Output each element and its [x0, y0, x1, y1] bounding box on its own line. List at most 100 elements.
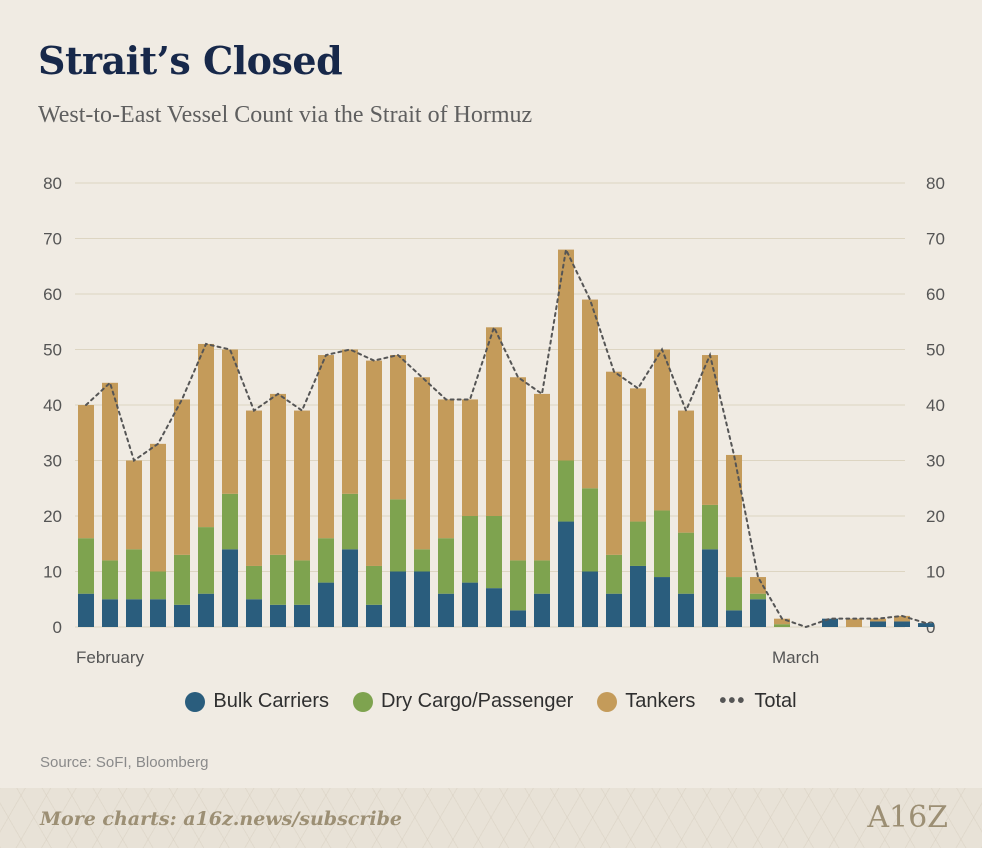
bar-dry-cargo: [534, 560, 550, 594]
y-tick-label-left: 80: [43, 174, 62, 193]
bar-dry-cargo: [174, 554, 190, 605]
bar-bulk-carriers: [222, 549, 238, 627]
chart-legend: Bulk Carriers Dry Cargo/Passenger Tanker…: [0, 690, 982, 713]
bar-bulk-carriers: [750, 599, 766, 627]
bar-bulk-carriers: [678, 593, 694, 627]
bar-dry-cargo: [702, 504, 718, 550]
bar-bulk-carriers: [894, 621, 910, 627]
legend-item-bulk-carriers: Bulk Carriers: [185, 690, 329, 713]
bar-tankers: [102, 382, 118, 561]
bar-dry-cargo: [270, 554, 286, 605]
bar-bulk-carriers: [462, 582, 478, 627]
bar-dry-cargo: [342, 493, 358, 550]
legend-item-total: ••• Total: [719, 690, 796, 713]
bar-tankers: [246, 410, 262, 566]
bar-bulk-carriers: [102, 599, 118, 627]
bar-bulk-carriers: [486, 588, 502, 627]
bar-dry-cargo: [318, 538, 334, 583]
footer-banner: More charts: a16z.news/subscribe A16Z: [0, 788, 982, 848]
y-tick-label-left: 20: [43, 507, 62, 526]
y-tick-label-right: 70: [926, 230, 945, 249]
y-tick-label-right: 20: [926, 507, 945, 526]
bar-tankers: [558, 249, 574, 461]
x-tick-label: March: [772, 648, 819, 667]
bar-dry-cargo: [126, 549, 142, 600]
bar-tankers: [606, 371, 622, 555]
bar-bulk-carriers: [390, 571, 406, 627]
bar-bulk-carriers: [318, 582, 334, 627]
bar-tankers: [870, 618, 886, 622]
bar-bulk-carriers: [630, 565, 646, 627]
bar-dry-cargo: [750, 593, 766, 600]
y-tick-label-left: 0: [53, 618, 62, 637]
bulk-carriers-swatch: [185, 691, 206, 712]
bar-dry-cargo: [414, 549, 430, 572]
bar-bulk-carriers: [294, 604, 310, 627]
logo-text: A16Z: [867, 800, 948, 835]
total-line: [85, 246, 927, 629]
y-tick-label-left: 70: [43, 230, 62, 249]
bar-bulk-carriers: [438, 593, 454, 627]
bar-tankers: [486, 327, 502, 516]
bar-tankers: [774, 618, 790, 625]
bar-bulk-carriers: [174, 604, 190, 627]
bar-tankers: [390, 355, 406, 500]
y-tick-label-left: 50: [43, 341, 62, 360]
bar-tankers: [78, 405, 94, 539]
bar-tankers: [270, 393, 286, 555]
bar-bulk-carriers: [414, 571, 430, 627]
bar-dry-cargo: [438, 538, 454, 594]
bar-bulk-carriers: [150, 599, 166, 627]
bar-bulk-carriers: [510, 610, 526, 627]
bar-tankers: [222, 349, 238, 494]
bar-tankers: [534, 393, 550, 561]
bar-dry-cargo: [390, 499, 406, 572]
bar-dry-cargo: [582, 488, 598, 572]
bar-tankers: [510, 377, 526, 561]
bar-bulk-carriers: [198, 593, 214, 627]
x-tick-label: February: [76, 648, 145, 667]
bar-dry-cargo: [198, 527, 214, 594]
bar-bulk-carriers: [726, 610, 742, 627]
bar-tankers: [726, 454, 742, 578]
bar-tankers: [294, 410, 310, 561]
bar-bulk-carriers: [654, 577, 670, 627]
bar-dry-cargo: [774, 624, 790, 627]
bar-bulk-carriers: [534, 593, 550, 627]
bar-dry-cargo: [366, 565, 382, 605]
y-tick-label-right: 60: [926, 285, 945, 304]
bar-dry-cargo: [630, 521, 646, 566]
bar-dry-cargo: [606, 554, 622, 594]
bar-tankers: [630, 388, 646, 522]
chart-title: Strait’s Closed: [38, 38, 343, 83]
bar-tankers: [894, 615, 910, 622]
bar-bulk-carriers: [246, 599, 262, 627]
bar-bulk-carriers: [126, 599, 142, 627]
bar-dry-cargo: [150, 571, 166, 600]
a16z-logo: A16Z: [867, 800, 948, 835]
y-tick-label-right: 0: [926, 618, 935, 637]
bar-dry-cargo: [246, 565, 262, 600]
y-tick-label-right: 10: [926, 563, 945, 582]
bar-tankers: [342, 349, 358, 494]
bar-dry-cargo: [678, 532, 694, 594]
y-tick-label-right: 80: [926, 174, 945, 193]
bar-bulk-carriers: [342, 549, 358, 627]
y-tick-label-right: 30: [926, 452, 945, 471]
bar-tankers: [462, 399, 478, 516]
legend-label-tankers: Tankers: [625, 690, 696, 712]
bar-bulk-carriers: [270, 604, 286, 627]
bar-tankers: [654, 349, 670, 511]
subscribe-link[interactable]: More charts: a16z.news/subscribe: [40, 808, 402, 830]
source-note: Source: SoFI, Bloomberg: [40, 754, 209, 771]
bar-dry-cargo: [558, 460, 574, 522]
bar-dry-cargo: [510, 560, 526, 611]
bar-bulk-carriers: [822, 618, 838, 627]
bar-bulk-carriers: [606, 593, 622, 627]
bar-dry-cargo: [462, 516, 478, 583]
vessel-count-chart: 0 0 10 10 20 20 30 30 40 40 50 50 60 60 70 70 80 80 Februa…: [43, 174, 945, 667]
y-tick-label-right: 40: [926, 396, 945, 415]
bar-tankers: [702, 355, 718, 505]
bar-bulk-carriers: [702, 549, 718, 627]
bar-tankers: [126, 460, 142, 550]
